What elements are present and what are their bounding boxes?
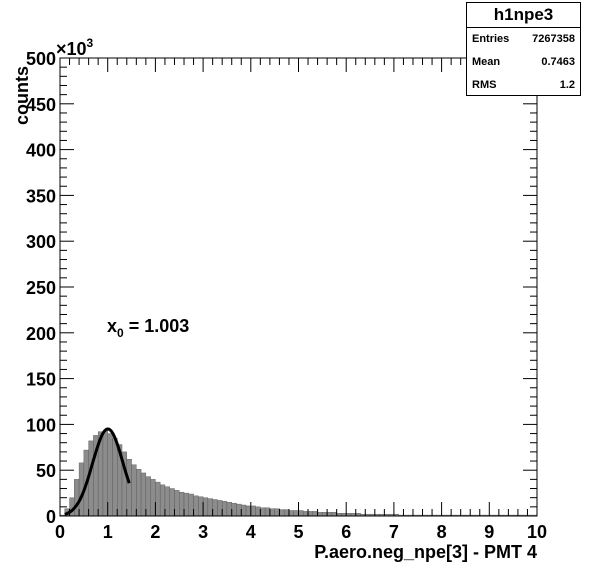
histogram-bar (317, 512, 323, 517)
y-tick-label: 400 (26, 141, 56, 161)
y-tick-label: 200 (26, 324, 56, 344)
histogram-bar (174, 490, 180, 517)
histogram-bar (241, 504, 247, 517)
histogram-bar (226, 502, 232, 517)
stats-row-entries: Entries 7267358 (467, 28, 580, 51)
x-tick-label: 6 (341, 522, 351, 542)
stats-box: h1npe3 Entries 7267358 Mean 0.7463 RMS 1… (466, 2, 581, 96)
histogram-bar (264, 507, 271, 517)
x-axis: 0 1 2 3 4 5 6 7 8 9 10 (55, 58, 547, 542)
x-tick-label: 10 (527, 522, 547, 542)
histogram-bar (193, 495, 199, 517)
x-tick-label: 2 (150, 522, 160, 542)
histogram-bar (198, 496, 204, 517)
histogram-bar (331, 512, 337, 517)
histogram-bar (159, 484, 166, 517)
histogram-bar (217, 500, 223, 517)
histogram-bar (150, 479, 156, 517)
y-tick-label: 250 (26, 278, 56, 298)
y-tick-label: 0 (46, 507, 56, 527)
histogram-bars (59, 430, 538, 517)
histogram-bar (179, 491, 185, 517)
histogram-bar (221, 501, 228, 517)
stats-value: 0.7463 (541, 56, 575, 68)
fit-annotation: x0 = 1.003 (107, 316, 189, 340)
y-tick-label: 350 (26, 186, 56, 206)
y-axis-label: counts (12, 66, 32, 125)
stats-row-mean: Mean 0.7463 (467, 51, 580, 74)
histogram-bar (155, 481, 161, 517)
histogram-bar (303, 511, 309, 517)
stats-title: h1npe3 (467, 3, 580, 28)
histogram-bar (145, 476, 151, 517)
histogram-bar (260, 507, 266, 517)
histogram-bar (298, 510, 304, 517)
histogram-bar (283, 509, 290, 517)
histogram-bar (131, 464, 137, 517)
histogram-bar (307, 511, 314, 517)
y-tick-label: 300 (26, 232, 56, 252)
histogram-bar (212, 499, 218, 517)
histogram-bar (183, 492, 189, 517)
histogram-bar (74, 479, 80, 517)
y-tick-label: 150 (26, 370, 56, 390)
histogram-bar (207, 498, 213, 517)
y-axis: 0 50 100 150 200 250 300 350 400 450 500 (26, 49, 537, 527)
histogram-bar (322, 512, 328, 517)
histogram-bar (136, 469, 142, 517)
histogram-bar (102, 430, 108, 517)
x-tick-label: 9 (484, 522, 494, 542)
y-tick-label: 500 (26, 49, 56, 69)
plot-frame (59, 57, 538, 517)
histogram-bar (274, 508, 280, 517)
x-tick-label: 1 (103, 522, 113, 542)
histogram-bar (279, 509, 285, 517)
histogram-bar (255, 506, 261, 517)
histogram-bar (288, 510, 294, 517)
y-axis-multiplier: ×103 (56, 36, 94, 59)
stats-row-rms: RMS 1.2 (467, 74, 580, 97)
histogram-bar (169, 488, 175, 517)
x-tick-label: 0 (55, 522, 65, 542)
x-tick-label: 4 (246, 522, 256, 542)
histogram-bar (126, 459, 132, 517)
stats-key: RMS (472, 79, 497, 91)
y-tick-label: 50 (36, 461, 56, 481)
y-tick-label: 100 (26, 415, 56, 435)
stats-value: 1.2 (559, 79, 575, 91)
histogram-bar (164, 486, 170, 517)
histogram-bar (293, 510, 299, 517)
histogram-bar (236, 503, 242, 517)
y-tick-label: 450 (26, 95, 56, 115)
x-tick-label: 8 (437, 522, 447, 542)
stats-value: 7267358 (532, 33, 575, 45)
stats-key: Entries (472, 33, 510, 45)
histogram-bar (112, 437, 118, 517)
histogram-bar (107, 433, 113, 517)
stats-key: Mean (472, 56, 501, 68)
fit-curve (64, 427, 131, 516)
histogram-bar (312, 511, 318, 517)
histogram-bar (202, 497, 209, 517)
histogram-bar (245, 505, 251, 517)
histogram-bar (250, 505, 256, 517)
histogram-bar (269, 508, 275, 517)
histogram-bar (140, 472, 147, 517)
histogram-bar (231, 502, 237, 517)
x-tick-label: 5 (293, 522, 303, 542)
histogram-bar (188, 493, 194, 517)
x-tick-label: 3 (198, 522, 208, 542)
x-tick-label: 7 (389, 522, 399, 542)
histogram-bar (326, 512, 333, 517)
x-axis-label: P.aero.neg_npe[3] - PMT 4 (314, 542, 537, 562)
